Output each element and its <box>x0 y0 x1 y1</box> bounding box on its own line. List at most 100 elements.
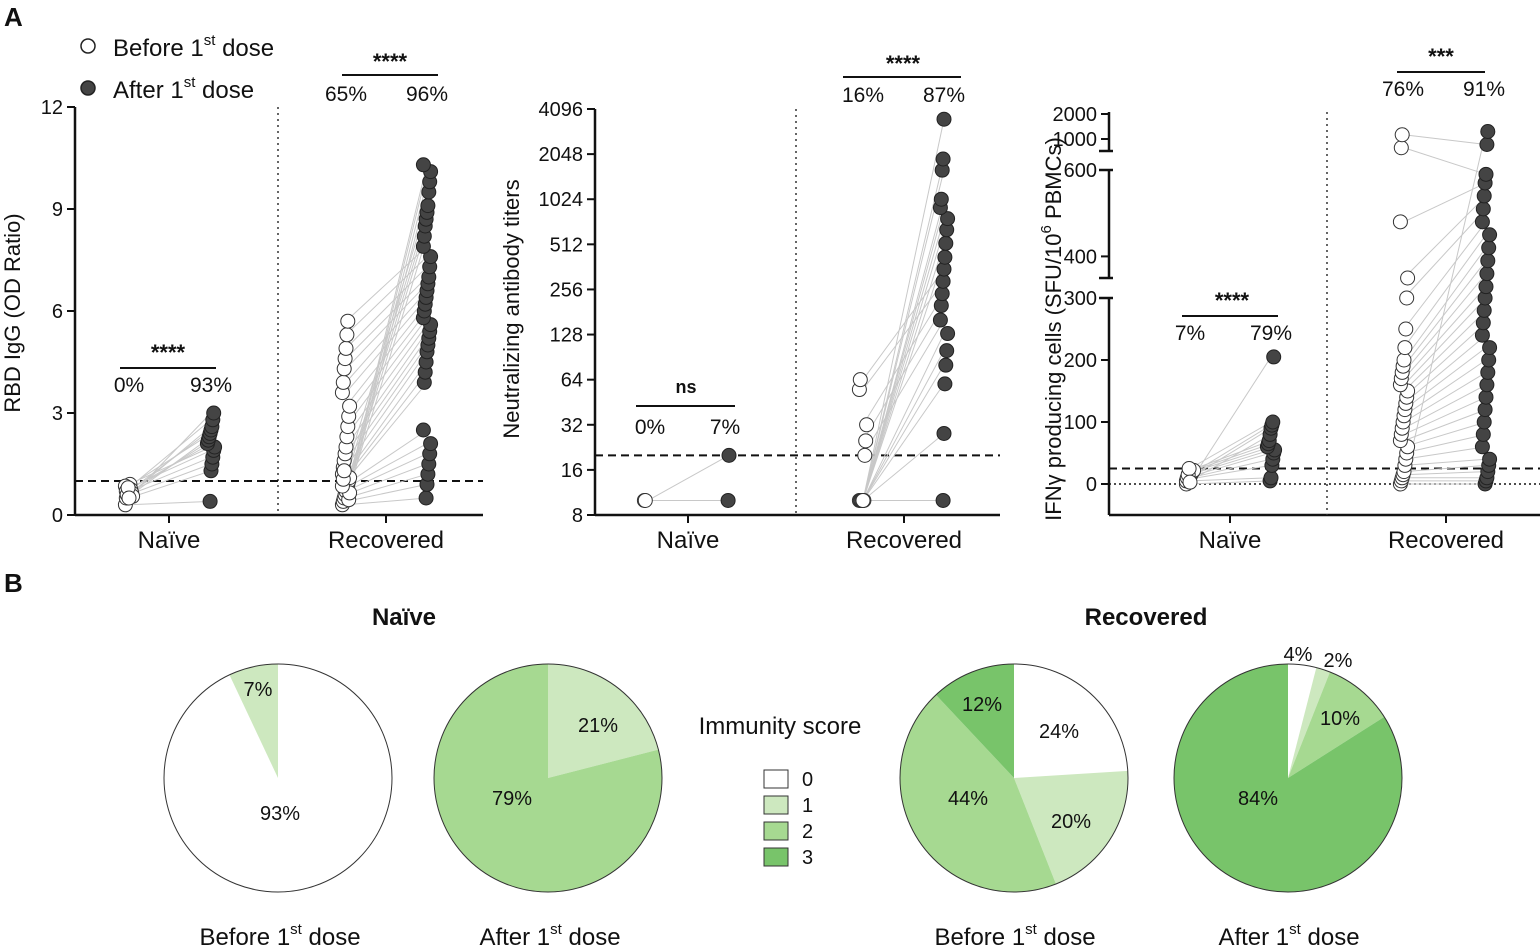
igg-recovered-pair-line <box>345 483 428 502</box>
ifn-recovered-before-point <box>1392 214 1408 230</box>
ifn-naive-pair-line <box>1189 356 1272 483</box>
ifn-recovered-after-point <box>1474 327 1490 343</box>
igg-recovered-before-point <box>342 398 358 414</box>
nab-y-tick-label: 16 <box>561 460 583 482</box>
igg-recovered-pair-line <box>345 236 428 500</box>
igg-recovered-pair-line <box>345 453 428 492</box>
ifn-recovered-pair-line <box>1403 347 1487 410</box>
igg-recovered-pair-line <box>345 429 428 485</box>
igg-naive-pair-line <box>128 412 212 499</box>
igg-recovered-before-pct: 65% <box>325 83 367 106</box>
nab-recovered-after-point <box>936 111 952 127</box>
ifn-recovered-pair-line <box>1403 134 1487 145</box>
ifn-recovered-after-pct: 91% <box>1463 78 1505 101</box>
recovered-before-pie-outline <box>899 663 1129 893</box>
immunity-legend-title: Immunity score <box>699 713 862 740</box>
igg-y-tick-label: 3 <box>52 403 63 425</box>
nab-recovered-pair-line <box>862 158 945 501</box>
ifn-naive-pair-line <box>1189 477 1272 482</box>
igg-recovered-before-point <box>335 374 351 390</box>
nab-y-tick-label: 1024 <box>539 189 584 211</box>
ifn-recovered-pair-line <box>1403 221 1487 330</box>
nab-recovered-pair-line <box>862 364 945 501</box>
ifn-recovered-before-pct: 76% <box>1382 78 1424 101</box>
igg-recovered-pair-line <box>345 205 428 471</box>
immunity-swatch-3 <box>763 847 789 867</box>
ifn-recovered-before-point <box>1393 140 1409 156</box>
igg-recovered-pair-line <box>345 473 428 499</box>
ifn-recovered-pair-line <box>1403 446 1487 460</box>
immunity-level-label-1: 1 <box>802 795 813 817</box>
ifn-y-tick-label: 200 <box>1064 350 1097 372</box>
ifn-y-tick-label: 600 <box>1064 160 1097 182</box>
nab-recovered-pair-line <box>862 268 945 380</box>
nab-recovered-after-point <box>932 312 948 328</box>
nab-naive-after-point <box>721 447 737 463</box>
nab-recovered-after-point <box>935 492 951 508</box>
nab-recovered-after-point <box>937 376 953 392</box>
nab-naive-before-pct: 0% <box>635 416 665 439</box>
naive-before-slice-score-1 <box>229 664 278 778</box>
ifn-recovered-after-point <box>1475 201 1491 217</box>
legend-after-marker <box>80 80 96 96</box>
ifn-recovered-pair-line <box>1403 297 1487 386</box>
nab-recovered-after-point <box>935 151 951 167</box>
nab-recovered-after-pct: 87% <box>923 84 965 107</box>
igg-group-naive-label: Naïve <box>138 527 201 554</box>
recovered-after-slice-score-2 <box>1288 672 1385 778</box>
igg-naive-pair-line <box>128 500 212 506</box>
nab-recovered-before-point <box>852 372 868 388</box>
ifn-naive-before-pct: 7% <box>1175 322 1205 345</box>
igg-recovered-before-point <box>338 340 354 356</box>
pie-naive-after-label-score-1: 21% <box>578 715 618 737</box>
ifn-y-tick-label: 0 <box>1086 474 1097 496</box>
igg-group-recovered-label: Recovered <box>328 527 444 554</box>
chart-ifn-gamma: IFNγ producing cells (SFU/106 PBMCs) Naï… <box>1038 44 1540 554</box>
nab-recovered-after-point <box>936 425 952 441</box>
igg-recovered-sig: **** <box>373 49 408 74</box>
naive-after-pie <box>433 663 663 893</box>
ifn-recovered-pair-line <box>1403 458 1487 466</box>
ifn-naive-before-point <box>1182 474 1198 490</box>
igg-y-tick-label: 6 <box>52 301 63 323</box>
igg-recovered-pair-line <box>345 283 428 370</box>
ifn-recovered-pair-line <box>1403 247 1487 361</box>
pie-naive-after-label-score-2: 79% <box>492 788 532 810</box>
nab-recovered-after-point <box>940 326 956 342</box>
igg-recovered-pair-line <box>345 191 428 505</box>
ifn-recovered-after-point <box>1474 214 1490 230</box>
ifn-recovered-after-point <box>1475 315 1491 331</box>
recovered-after-slice-score-3 <box>1173 664 1402 893</box>
ifn-recovered-after-point <box>1480 253 1496 269</box>
ifn-recovered-after-point <box>1479 377 1495 393</box>
ifn-recovered-after-point <box>1479 137 1495 152</box>
ifn-recovered-before-point <box>1398 321 1414 337</box>
nab-recovered-before-point <box>858 433 874 449</box>
ifn-recovered-after-point <box>1482 340 1498 356</box>
ifn-naive-pair-line <box>1189 480 1272 485</box>
igg-recovered-pair-line <box>345 164 428 495</box>
igg-y-tick-label: 9 <box>52 199 63 221</box>
nab-recovered-after-point <box>939 343 955 359</box>
igg-naive-after-point <box>202 493 218 509</box>
panel-a-label: A <box>4 2 23 32</box>
igg-naive-after-pct: 93% <box>190 374 232 397</box>
igg-recovered-pair-line <box>345 497 428 506</box>
ifn-y-tick-label: 100 <box>1064 412 1097 434</box>
naive-before-pie <box>163 663 393 893</box>
immunity-swatch-2 <box>763 821 789 841</box>
ifn-recovered-after-point <box>1478 279 1494 295</box>
ifn-recovered-after-point <box>1476 302 1492 318</box>
recovered-before-slice-score-3 <box>935 664 1014 778</box>
nab-group-recovered-label: Recovered <box>846 527 962 554</box>
pie-caption-recovered-before: Before 1st dose <box>934 921 1095 947</box>
igg-recovered-after-point <box>418 490 434 506</box>
naive-after-slice-score-2 <box>434 664 662 892</box>
ifn-naive-after-pct: 79% <box>1250 322 1292 345</box>
ifn-recovered-before-point <box>1397 340 1413 356</box>
pie-recovered-after-label-score-3: 84% <box>1238 788 1278 810</box>
igg-naive-after-point <box>206 405 222 421</box>
recovered-before-pie <box>899 663 1129 893</box>
ifn-recovered-pair-line <box>1403 409 1487 442</box>
nab-y-tick-label: 512 <box>550 234 583 256</box>
